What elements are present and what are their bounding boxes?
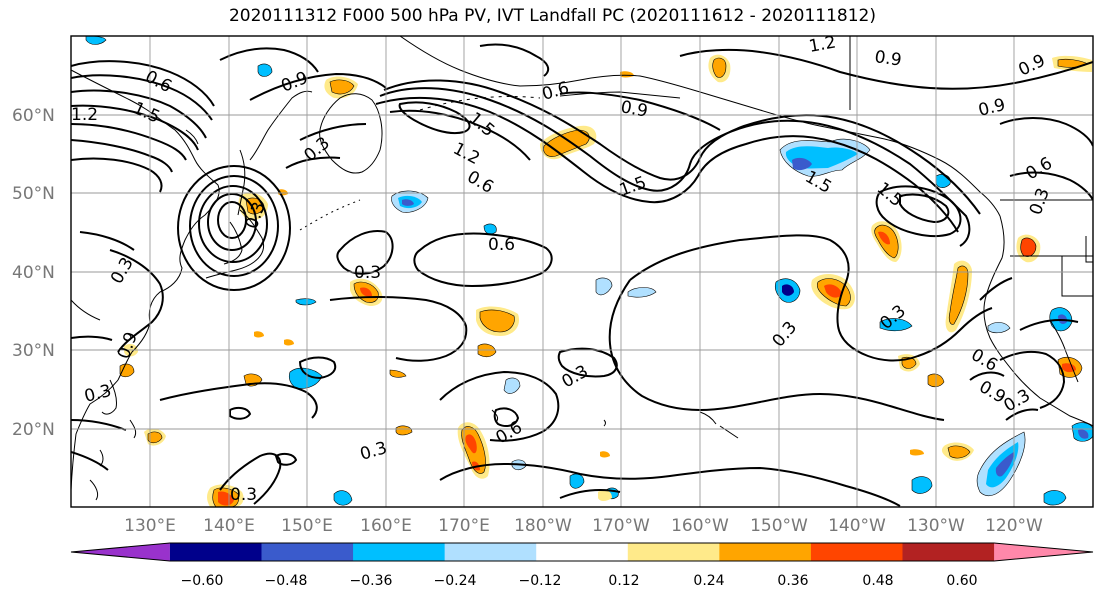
lon-label: 140°W — [828, 516, 886, 536]
lat-label: 30°N — [12, 341, 55, 361]
colorbar-tick-label: −0.48 — [265, 573, 308, 589]
colorbar-tick-labels: −0.60 −0.48 −0.36 −0.24 −0.12 0.12 0.24 … — [181, 573, 978, 589]
lat-label: 20°N — [12, 420, 55, 440]
latitude-labels: 60°N 50°N 40°N 30°N 20°N — [12, 106, 55, 440]
colorbar-tick-label: −0.60 — [181, 573, 224, 589]
contour-label: 0.3 — [230, 485, 257, 505]
colorbar-tick-label: 0.24 — [693, 573, 724, 589]
lon-label: 130°E — [124, 516, 176, 536]
colorbar-segment — [810, 543, 903, 561]
colorbar-extend-low — [71, 543, 170, 561]
lon-label: 130°W — [907, 516, 965, 536]
colorbar-tick-label: 0.48 — [862, 573, 893, 589]
colorbar-tick-label: 0.60 — [946, 573, 977, 589]
lon-label: 170°W — [592, 516, 650, 536]
colorbar-outline — [70, 542, 1094, 562]
colorbar-extend-high — [994, 543, 1093, 561]
colorbar-tick-label: 0.36 — [777, 573, 808, 589]
ivt-anomaly-shading — [85, 36, 1093, 507]
lon-label: 150°E — [281, 516, 333, 536]
contour-label: 1.2 — [71, 105, 98, 125]
colorbar-segment — [444, 543, 537, 561]
colorbar-tick-label: −0.12 — [519, 573, 562, 589]
contour-label: 0.3 — [354, 263, 381, 283]
contour-label: 0.6 — [488, 235, 515, 255]
contour-label: 0.9 — [619, 97, 649, 121]
colorbar-segment — [169, 543, 263, 561]
map-frame — [70, 35, 1094, 508]
lon-label: 150°W — [750, 516, 808, 536]
colorbar-tick-label: −0.24 — [434, 573, 477, 589]
lon-label: 170°E — [438, 516, 490, 536]
contour-label: 0.9 — [873, 47, 903, 71]
colorbar-segment — [261, 543, 354, 561]
lon-label: 120°W — [985, 516, 1043, 536]
coastlines — [71, 36, 1093, 501]
colorbar-segment — [536, 543, 629, 561]
lat-label: 50°N — [12, 184, 55, 204]
lat-label: 60°N — [12, 106, 55, 126]
map-area — [71, 36, 1093, 507]
gridlines — [71, 36, 1093, 507]
lon-label: 140°E — [203, 516, 255, 536]
colorbar-tick-label: −0.36 — [350, 573, 393, 589]
colorbar-segment — [353, 543, 446, 561]
colorbar-tick-label: 0.12 — [608, 573, 639, 589]
lat-label: 40°N — [12, 263, 55, 283]
lon-label: 160°W — [671, 516, 729, 536]
map-title: 2020111312 F000 500 hPa PV, IVT Landfall… — [228, 6, 876, 26]
colorbar-segment — [902, 543, 995, 561]
lon-label: 160°E — [360, 516, 412, 536]
colorbar — [70, 542, 1094, 562]
contour-label: 1.2 — [807, 33, 837, 57]
colorbar-segment — [719, 543, 812, 561]
pv-contours — [71, 43, 1093, 507]
colorbar-segment — [627, 543, 720, 561]
lon-label: 180°W — [514, 516, 572, 536]
longitude-labels: 130°E 140°E 150°E 160°E 170°E 180°W 170°… — [124, 516, 1043, 536]
